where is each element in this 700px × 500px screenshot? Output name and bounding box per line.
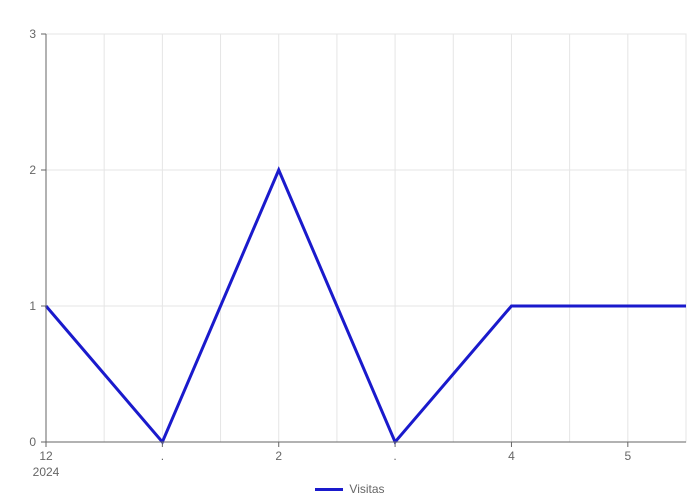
x-tick-label: . — [393, 449, 396, 463]
y-tick-label: 2 — [29, 163, 36, 177]
legend-swatch — [315, 488, 343, 491]
visits-chart: Visitas 2024 de HAMAD SAIF ALMAZROUEI (R… — [0, 0, 700, 500]
x-tick-label: 5 — [624, 449, 631, 463]
x-secondary-label: 2024 — [33, 465, 60, 479]
y-tick-label: 0 — [29, 435, 36, 449]
legend-label: Visitas — [349, 482, 384, 496]
plot-background — [0, 0, 700, 500]
x-tick-label: 12 — [39, 449, 53, 463]
x-tick-label: 4 — [508, 449, 515, 463]
y-tick-label: 3 — [29, 27, 36, 41]
x-tick-label: 2 — [275, 449, 282, 463]
chart-svg: 012312.2.452024 — [0, 0, 700, 500]
legend-item: Visitas — [315, 482, 384, 496]
x-tick-label: . — [161, 449, 164, 463]
y-tick-label: 1 — [29, 299, 36, 313]
legend: Visitas — [0, 480, 700, 497]
